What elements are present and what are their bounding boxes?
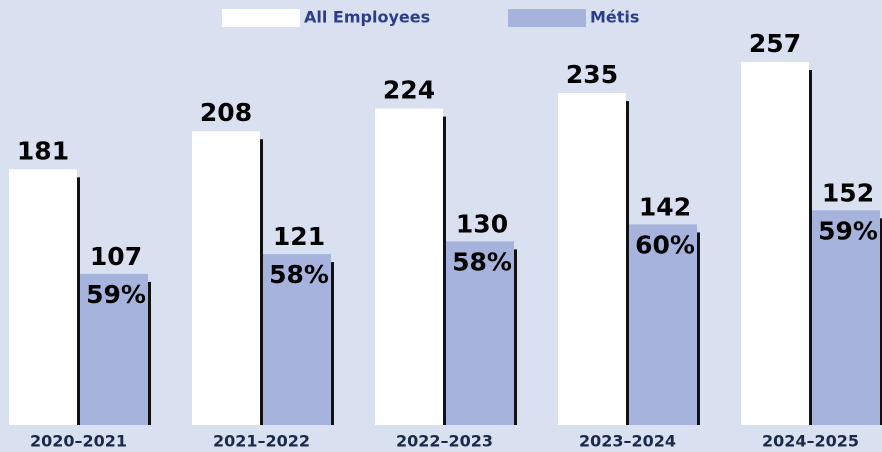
x-tick-label: 2022–2023 — [396, 432, 493, 451]
bar — [375, 108, 443, 425]
bar-shadow — [260, 139, 263, 425]
bar-shadow — [148, 281, 151, 425]
value-label: 235 — [566, 60, 618, 89]
bar-shadow — [697, 232, 700, 425]
x-tick-label: 2020–2021 — [30, 432, 127, 451]
x-tick-label: 2021–2022 — [213, 432, 310, 451]
bar-shadow — [514, 249, 517, 425]
bar-shadow — [809, 70, 812, 425]
bar — [812, 210, 880, 425]
bar — [80, 273, 148, 425]
bar — [9, 169, 77, 425]
value-label: 142 — [639, 192, 691, 221]
value-label: 152 — [822, 178, 874, 207]
value-label: 181 — [17, 136, 69, 165]
value-label: 130 — [456, 209, 508, 238]
legend-label: Métis — [590, 8, 639, 27]
share-label: 58% — [269, 260, 329, 289]
bar — [629, 224, 697, 425]
value-label: 224 — [383, 76, 435, 105]
bar — [446, 241, 514, 425]
value-label: 208 — [200, 98, 252, 127]
x-tick-label: 2023–2024 — [579, 432, 676, 451]
bar-shadow — [443, 116, 446, 425]
share-label: 60% — [635, 230, 695, 259]
bar-shadow — [880, 218, 882, 425]
bar-shadow — [77, 177, 80, 425]
legend-swatch — [222, 9, 300, 27]
bar — [558, 93, 626, 426]
share-label: 58% — [452, 247, 512, 276]
bar-shadow — [331, 262, 334, 425]
x-tick-label: 2024–2025 — [762, 432, 859, 451]
bar — [741, 62, 809, 425]
value-label: 121 — [273, 222, 325, 251]
value-label: 107 — [90, 242, 142, 271]
bar — [263, 254, 331, 425]
bar — [192, 131, 260, 425]
legend-swatch — [508, 9, 586, 27]
share-label: 59% — [818, 216, 878, 245]
bar-shadow — [626, 101, 629, 426]
share-label: 59% — [86, 280, 146, 309]
value-label: 257 — [749, 29, 801, 58]
legend-label: All Employees — [304, 8, 430, 27]
